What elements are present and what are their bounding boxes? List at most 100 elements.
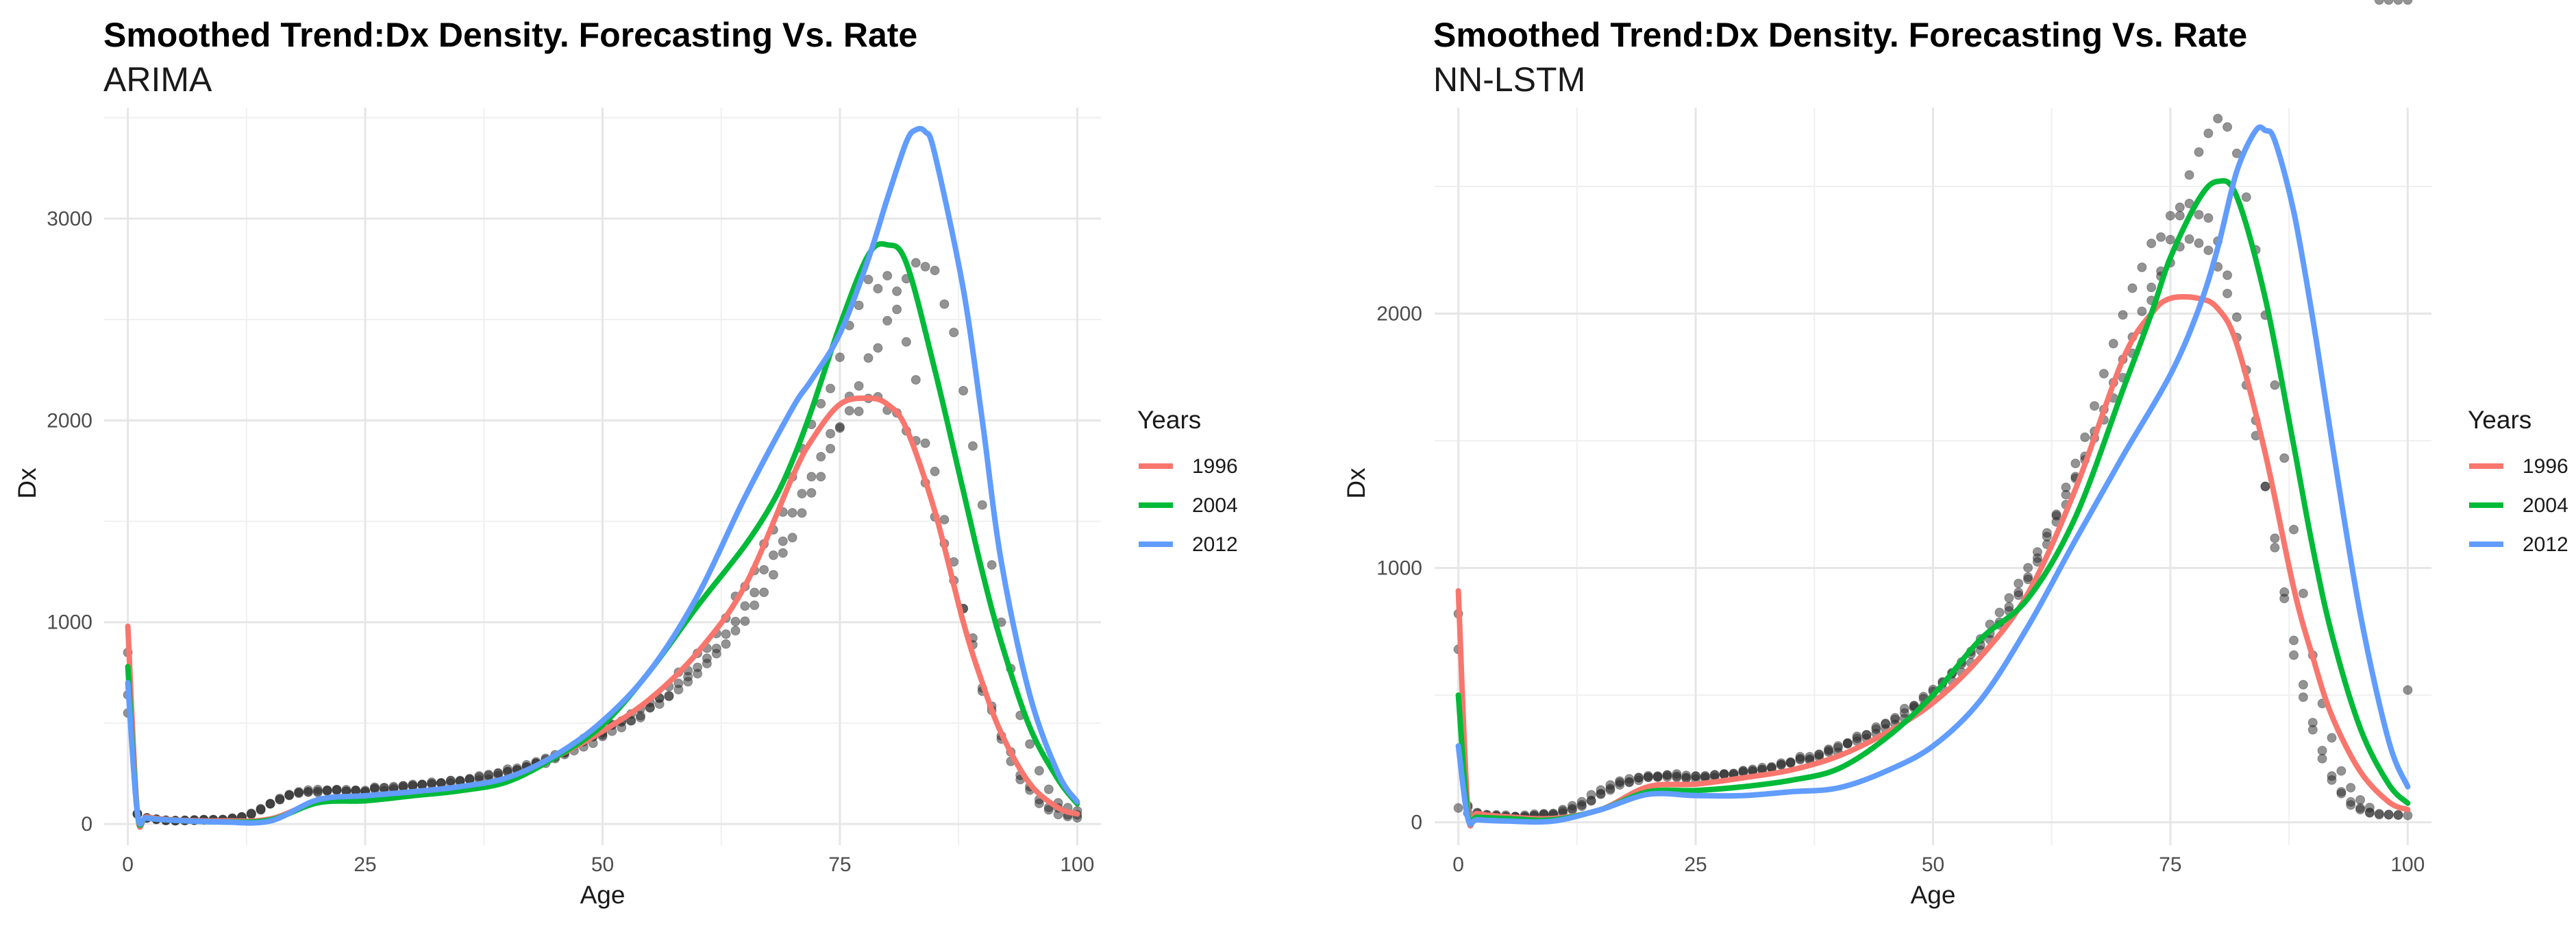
data-point [1785,757,1796,767]
data-point [2289,635,2299,646]
data-point [1605,780,1615,790]
data-point [2137,306,2147,317]
grid-lines [104,108,1101,845]
data-point [2317,753,2327,764]
data-point [2241,192,2251,202]
data-point [2042,528,2052,538]
data-point [2146,239,2157,249]
data-point [2355,805,2366,815]
data-point [2184,170,2194,180]
data-point [1881,719,1891,729]
data-point [2346,800,2356,810]
data-point [1776,758,1786,768]
data-point [826,443,836,454]
data-point [816,398,826,409]
data-point [626,716,636,726]
data-point [1994,607,2005,618]
data-point [2383,810,2394,820]
data-point [2090,401,2100,411]
data-point [2403,685,2413,695]
legend-label: 1996 [2523,455,2568,478]
data-point [1034,799,1044,809]
data-point [2014,579,2024,589]
legend-title: Years [1137,406,1201,434]
data-point [2298,679,2308,690]
data-point [2108,339,2118,349]
data-point [484,770,494,781]
data-point [2336,766,2346,776]
data-point [873,343,883,353]
data-point [939,515,950,525]
data-point [2194,238,2204,248]
data-point [2203,128,2214,138]
data-point [445,775,456,786]
data-point [911,258,921,268]
data-point [882,271,893,281]
data-point [750,587,760,598]
data-point [2374,0,2384,5]
y-axis-title: Dx [13,467,41,499]
data-point [1576,797,1587,807]
data-point [778,548,788,558]
data-point [1691,771,1701,781]
chart-subtitle: ARIMA [103,60,212,99]
data-point [1871,724,1881,734]
y-tick-label: 0 [81,813,92,836]
data-point [312,788,323,798]
data-point [1899,708,1909,718]
y-tick-label: 1000 [1376,557,1422,580]
data-point [2023,563,2033,573]
data-point [2222,289,2233,299]
data-point [2203,213,2214,223]
data-point [2327,775,2337,785]
x-tick-label: 25 [354,853,376,876]
data-point [930,466,940,476]
x-axis-title: Age [580,881,626,909]
data-point [388,781,399,792]
data-point [1852,733,1862,744]
y-tick-label: 1000 [47,611,92,634]
data-point [702,659,712,668]
legend-title: Years [2468,406,2531,434]
data-point [854,406,864,417]
data-point [721,629,731,640]
data-point [920,438,930,448]
data-point [1766,762,1776,772]
data-point [322,786,332,796]
data-point [2393,0,2403,5]
series-line-2012 [1455,124,2411,827]
data-point [673,685,684,694]
y-tick-label: 3000 [47,208,92,230]
data-point [1709,770,1720,780]
data-point [1453,803,1463,813]
series-lines [1455,124,2411,829]
data-point [2336,788,2346,799]
data-point [2260,481,2270,491]
data-point [1662,772,1672,782]
data-point [1795,751,1805,762]
data-point [664,692,674,701]
data-point [379,783,389,793]
data-point [2327,733,2337,743]
grid-lines [1435,108,2431,845]
y-tick-label: 2000 [1376,303,1422,326]
data-point [2032,547,2042,557]
data-point [863,353,874,363]
data-point [797,489,807,499]
data-point [635,711,645,720]
data-point [797,508,807,518]
data-point [2270,542,2280,552]
data-point [617,722,627,733]
data-point [1025,739,1035,749]
data-point [2184,234,2194,244]
x-tick-label: 0 [122,853,134,876]
data-point [1757,762,1768,773]
data-point [740,616,750,627]
data-point [1700,772,1710,782]
data-point [854,300,864,311]
data-point [711,648,721,659]
data-point [2222,270,2233,280]
data-point [949,328,959,337]
data-point [2014,587,2024,598]
